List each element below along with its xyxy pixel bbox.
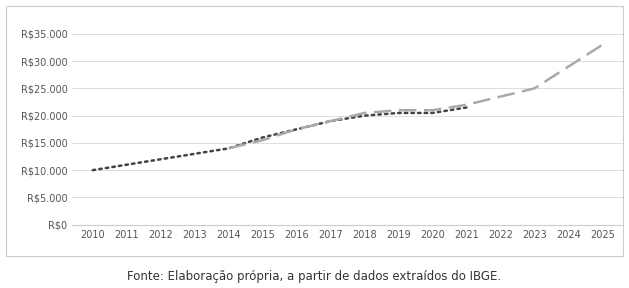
Text: Fonte: Elaboração própria, a partir de dados extraídos do IBGE.: Fonte: Elaboração própria, a partir de d… bbox=[128, 270, 501, 283]
